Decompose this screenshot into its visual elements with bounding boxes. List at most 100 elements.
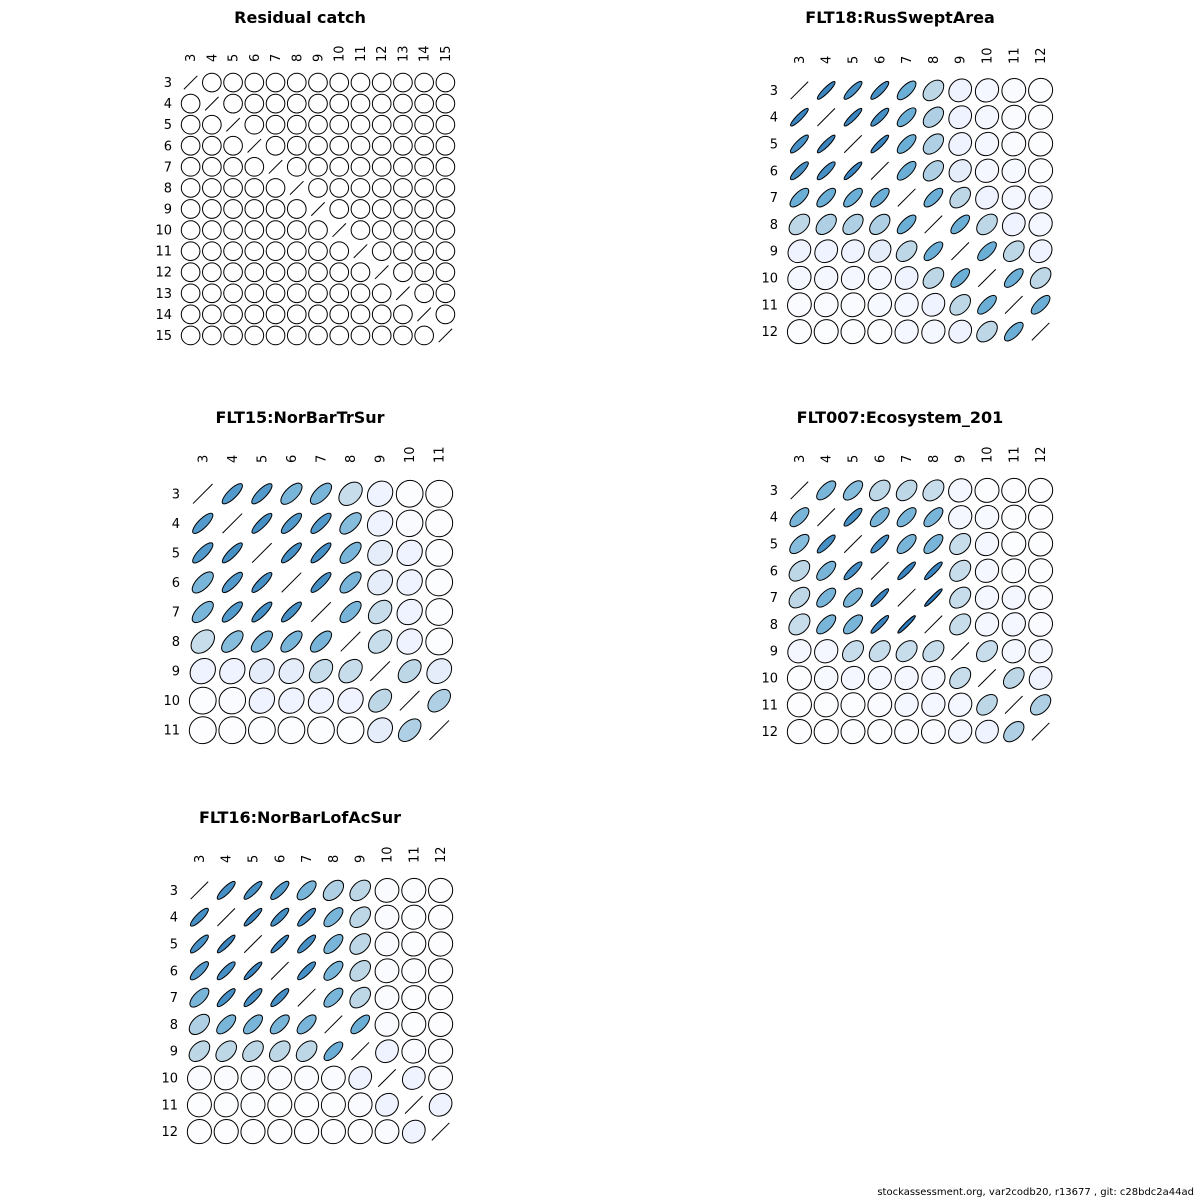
correlation-ellipse xyxy=(278,687,305,714)
panel-title: FLT15:NorBarTrSur xyxy=(215,408,384,427)
correlation-ellipse xyxy=(396,539,423,567)
correlation-ellipse xyxy=(308,178,328,198)
correlation-ellipse xyxy=(897,615,916,634)
correlation-ellipse xyxy=(414,199,434,219)
diagonal-mark xyxy=(332,222,347,238)
col-tick-label: 4 xyxy=(820,455,835,463)
correlation-ellipse xyxy=(393,325,413,346)
col-tick-label: 8 xyxy=(290,54,305,62)
correlation-ellipse xyxy=(286,283,307,304)
correlation-ellipse xyxy=(202,325,222,346)
correlation-ellipse xyxy=(308,72,328,93)
col-tick-label: 8 xyxy=(327,855,342,863)
correlation-ellipse xyxy=(896,134,917,154)
row-tick-label: 6 xyxy=(170,964,178,979)
correlation-ellipse xyxy=(1002,240,1025,263)
correlation-ellipse xyxy=(202,157,222,177)
col-tick-label: 5 xyxy=(247,855,262,863)
correlation-ellipse xyxy=(309,630,333,653)
correlation-ellipse xyxy=(426,658,453,685)
correlation-ellipse xyxy=(921,692,946,717)
correlation-ellipse xyxy=(1028,531,1054,557)
correlation-ellipse xyxy=(366,510,394,537)
correlation-ellipse xyxy=(350,72,371,93)
correlation-ellipse xyxy=(425,509,454,538)
row-tick-label: 5 xyxy=(770,538,778,553)
correlation-ellipse xyxy=(202,178,222,198)
correlation-ellipse xyxy=(371,304,392,325)
col-tick-label: 7 xyxy=(900,455,915,463)
correlation-ellipse xyxy=(786,319,812,345)
col-tick-label: 6 xyxy=(273,855,288,863)
diagonal-mark xyxy=(340,631,361,652)
correlation-ellipse xyxy=(320,1119,346,1145)
correlation-ellipse xyxy=(329,262,350,283)
correlation-ellipse xyxy=(922,160,945,182)
correlation-ellipse xyxy=(816,134,836,154)
panel-2: FLT18:RusSweptArea 3 4 5 6 7 8 9 10 11 12 3 4 5 6 7 8 9 10… xyxy=(761,8,1054,345)
row-tick-label: 5 xyxy=(770,138,778,153)
col-tick-label: 11 xyxy=(1007,446,1022,463)
correlation-ellipse xyxy=(265,93,286,114)
correlation-ellipse xyxy=(180,325,201,346)
correlation-ellipse xyxy=(329,93,350,114)
row-tick-label: 8 xyxy=(770,218,778,233)
col-tick-label: 9 xyxy=(374,455,389,463)
correlation-ellipse xyxy=(393,93,413,114)
row-tick-label: 3 xyxy=(172,487,180,502)
correlation-ellipse xyxy=(1001,185,1026,210)
correlation-ellipse xyxy=(180,178,201,198)
correlation-ellipse xyxy=(1001,212,1026,237)
correlation-ellipse xyxy=(401,877,427,903)
col-tick-label: 3 xyxy=(193,855,208,863)
correlation-ellipse xyxy=(1028,131,1054,157)
col-tick-label: 10 xyxy=(981,47,996,64)
correlation-ellipse xyxy=(393,157,413,177)
correlation-ellipse xyxy=(221,483,243,505)
col-tick-label: 5 xyxy=(227,54,242,62)
correlation-ellipse xyxy=(401,985,427,1011)
diagonal-mark xyxy=(217,908,236,927)
correlation-ellipse xyxy=(435,220,456,240)
correlation-ellipse xyxy=(922,640,945,663)
diagonal-mark xyxy=(369,660,391,682)
correlation-ellipse xyxy=(414,241,434,261)
correlation-ellipse xyxy=(843,161,863,181)
correlation-ellipse xyxy=(223,93,243,114)
row-tick-label: 12 xyxy=(761,325,778,340)
correlation-ellipse xyxy=(435,241,456,261)
correlation-ellipse xyxy=(843,561,863,581)
diagonal-mark xyxy=(1031,722,1050,741)
correlation-ellipse xyxy=(286,325,307,346)
row-tick-label: 10 xyxy=(163,694,180,709)
correlation-ellipse xyxy=(265,72,286,93)
correlation-ellipse xyxy=(948,692,973,717)
correlation-ellipse xyxy=(870,615,890,634)
correlation-ellipse xyxy=(322,879,345,902)
correlation-ellipse xyxy=(280,482,303,505)
correlation-ellipse xyxy=(265,283,286,304)
correlation-ellipse xyxy=(396,598,423,626)
correlation-ellipse xyxy=(840,292,866,318)
correlation-ellipse xyxy=(428,877,454,903)
correlation-ellipse xyxy=(975,640,999,663)
correlation-ellipse xyxy=(265,220,286,240)
correlation-ellipse xyxy=(1030,294,1051,315)
correlation-ellipse xyxy=(974,78,1000,103)
diagonal-mark xyxy=(222,513,243,534)
correlation-ellipse xyxy=(813,665,839,691)
correlation-ellipse xyxy=(896,534,917,554)
correlation-ellipse xyxy=(974,504,1000,530)
col-tick-label: 3 xyxy=(793,455,808,463)
correlation-ellipse xyxy=(202,135,222,156)
correlation-ellipse xyxy=(425,598,454,626)
correlation-ellipse xyxy=(367,599,393,625)
correlation-ellipse xyxy=(265,325,286,346)
correlation-ellipse xyxy=(414,157,434,177)
diagonal-mark xyxy=(924,615,943,634)
correlation-ellipse xyxy=(816,81,836,100)
correlation-ellipse xyxy=(435,262,456,283)
correlation-ellipse xyxy=(221,601,243,623)
row-tick-label: 6 xyxy=(172,576,180,591)
